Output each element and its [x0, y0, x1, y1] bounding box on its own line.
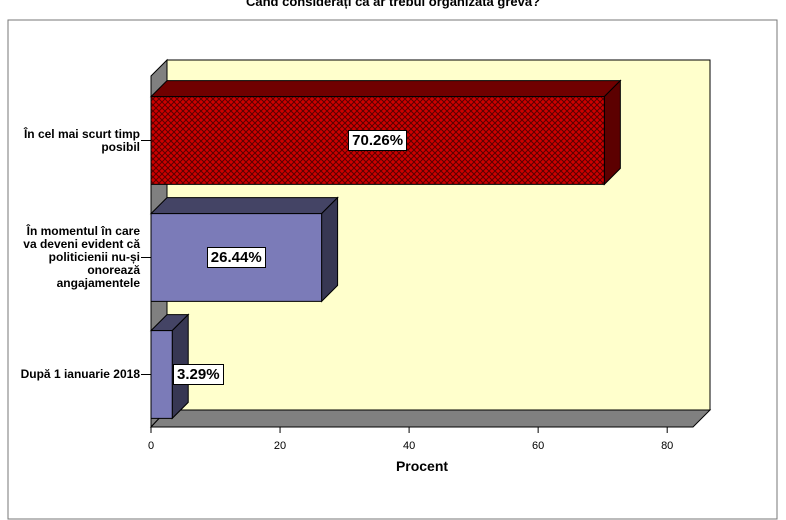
x-tick-label: 80: [661, 440, 673, 452]
chart-title: Când considerați că ar trebui organizată…: [246, 0, 540, 9]
floor: [149, 409, 712, 428]
value-label: 70.26%: [348, 130, 408, 151]
bar-side: [321, 196, 339, 303]
value-label: 3.29%: [173, 364, 224, 385]
bar-side: [603, 79, 621, 186]
frame: [7, 19, 778, 520]
y-tick-label: În cel mai scurt timp posibil: [23, 126, 140, 154]
x-axis-title: Procent: [396, 458, 448, 474]
x-tick-label: 20: [274, 440, 286, 452]
y-tick-label: După 1 ianuarie 2018: [20, 367, 140, 381]
x-tick-label: 40: [403, 440, 415, 452]
value-label: 26.44%: [206, 247, 266, 268]
bar-top: [149, 197, 339, 215]
bar-top: [149, 80, 622, 98]
x-tick-label: 0: [148, 440, 154, 452]
x-tick-label: 60: [532, 440, 544, 452]
y-tick-label: În momentul în care va deveni evident că…: [23, 224, 140, 290]
bar: [150, 330, 173, 419]
